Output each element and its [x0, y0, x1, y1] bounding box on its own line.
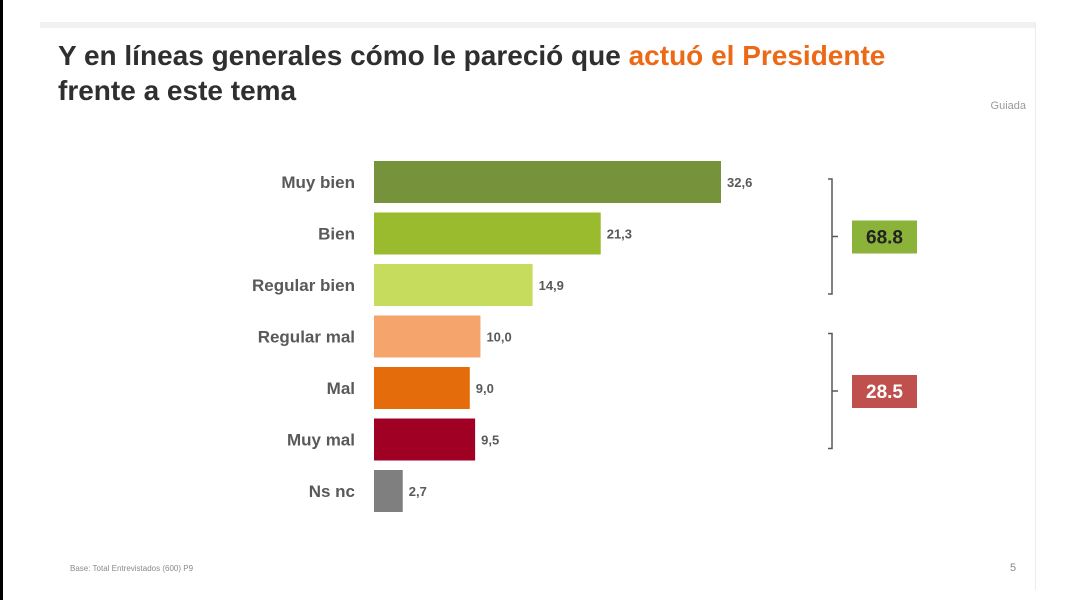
- value-label-mal: 9,0: [476, 381, 494, 396]
- bar-muy-mal: [374, 418, 476, 461]
- page-number: 5: [1010, 562, 1017, 574]
- category-label-mal: Mal: [327, 379, 355, 398]
- value-label-ns-nc: 2,7: [409, 484, 427, 499]
- title-part-1: Y en líneas generales cómo le pareció qu…: [58, 40, 629, 71]
- bar-regular-mal: [374, 315, 481, 358]
- title-highlight: actuó el Presidente: [628, 40, 886, 71]
- category-label-muy-bien: Muy bien: [281, 173, 355, 192]
- brand-label: Guiada: [990, 100, 1026, 112]
- category-label-regular-mal: Regular mal: [258, 328, 355, 347]
- category-label-regular-bien: Regular bien: [252, 276, 355, 295]
- slide-right-edge: [1035, 22, 1036, 590]
- footer-base-note: Base: Total Entrevistados (600) P9: [70, 564, 194, 573]
- bar-regular-bien: [374, 264, 533, 306]
- category-label-ns-nc: Ns nc: [309, 482, 355, 501]
- value-label-regular-bien: 14,9: [539, 278, 564, 293]
- group-total-label-2: 28.5: [866, 382, 903, 403]
- bar-bien: [374, 212, 601, 255]
- group-total-box-1: [852, 220, 917, 254]
- value-label-bien: 21,3: [607, 227, 632, 242]
- value-label-regular-mal: 10,0: [486, 330, 511, 345]
- bar-mal: [374, 367, 470, 409]
- slide-top-strip: [40, 22, 1035, 28]
- group-bracket-2: [828, 332, 833, 450]
- bar-muy-bien: [374, 161, 721, 203]
- value-label-muy-mal: 9,5: [481, 433, 499, 448]
- screen-edge: [0, 0, 3, 600]
- value-label-muy-bien: 32,6: [727, 175, 752, 190]
- category-label-muy-mal: Muy mal: [287, 431, 355, 450]
- group-total-label-1: 68.8: [866, 228, 903, 249]
- title-part-2: frente a este tema: [58, 75, 297, 106]
- bar-ns-nc: [374, 470, 403, 512]
- slide-title: Y en líneas generales cómo le pareció qu…: [58, 38, 1018, 108]
- group-bracket-1: [828, 178, 833, 295]
- category-label-bien: Bien: [318, 225, 355, 244]
- group-total-box-2: [852, 375, 917, 408]
